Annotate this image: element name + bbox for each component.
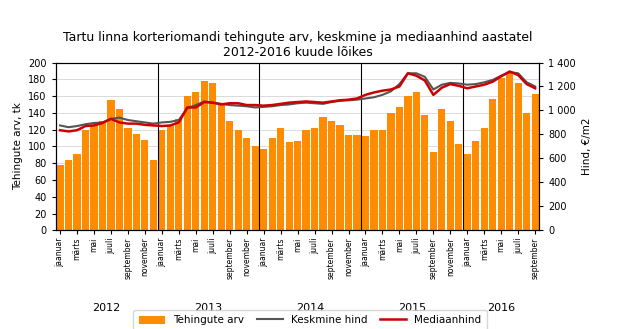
Bar [184, 96, 191, 230]
Mediaanhind [268, 103, 276, 107]
Bar [337, 125, 343, 230]
Keskmine hind [192, 103, 200, 107]
Keskmine hind [268, 104, 276, 108]
Keskmine hind [388, 89, 395, 93]
Bar [413, 92, 420, 230]
Mediaanhind [506, 69, 513, 73]
Bar [268, 138, 276, 230]
Text: 2016: 2016 [487, 303, 515, 313]
Mediaanhind [388, 88, 395, 91]
Line: Keskmine hind: Keskmine hind [60, 72, 535, 127]
Bar [303, 130, 309, 230]
Keskmine hind [396, 82, 403, 86]
Mediaanhind [192, 106, 200, 110]
Bar [201, 81, 208, 230]
Bar [388, 113, 394, 230]
Mediaanhind [82, 124, 89, 128]
Bar [192, 92, 200, 230]
Bar [226, 121, 233, 230]
Bar [175, 119, 182, 230]
Bar [446, 121, 454, 230]
Bar [396, 107, 403, 230]
Bar [209, 84, 216, 230]
Text: 2015: 2015 [398, 303, 426, 313]
Bar [124, 128, 131, 230]
Line: Mediaanhind: Mediaanhind [60, 71, 535, 131]
Text: 2014: 2014 [296, 303, 324, 313]
Bar [234, 130, 242, 230]
Bar [319, 117, 327, 230]
Bar [531, 93, 539, 230]
Bar [464, 154, 471, 230]
Bar [455, 144, 463, 230]
Bar [260, 149, 267, 230]
Bar [218, 104, 225, 230]
Y-axis label: Tehingute arv, tk: Tehingute arv, tk [13, 102, 23, 190]
Bar [116, 109, 123, 230]
Mediaanhind [91, 123, 98, 127]
Bar [430, 152, 437, 230]
Bar [294, 140, 301, 230]
Bar [404, 96, 412, 230]
Keskmine hind [82, 122, 89, 126]
Bar [379, 130, 386, 230]
Bar [73, 154, 81, 230]
Text: 2012: 2012 [92, 303, 121, 313]
Bar [277, 128, 284, 230]
Bar [438, 109, 445, 230]
Bar [489, 99, 497, 230]
Keskmine hind [506, 70, 513, 74]
Bar [150, 160, 157, 230]
Mediaanhind [56, 128, 64, 132]
Bar [91, 125, 97, 230]
Bar [158, 130, 166, 230]
Bar [345, 136, 352, 230]
Bar [285, 142, 293, 230]
Bar [370, 130, 378, 230]
Mediaanhind [65, 129, 73, 133]
Keskmine hind [91, 121, 98, 125]
Bar [99, 121, 106, 230]
Title: Tartu linna korteriomandi tehingute arv, keskmine ja mediaanhind aastatel
2012-2: Tartu linna korteriomandi tehingute arv,… [63, 31, 533, 59]
Bar [65, 160, 72, 230]
Mediaanhind [396, 85, 403, 89]
Bar [498, 78, 505, 230]
Bar [353, 135, 361, 230]
Bar [82, 130, 89, 230]
Mediaanhind [531, 86, 539, 90]
Bar [252, 146, 259, 230]
Bar [107, 100, 115, 230]
Legend: Tehingute arv, Keskmine hind, Mediaanhind: Tehingute arv, Keskmine hind, Mediaanhin… [133, 310, 487, 329]
Bar [421, 114, 428, 230]
Bar [515, 84, 522, 230]
Y-axis label: Hind, €/m2: Hind, €/m2 [582, 118, 591, 175]
Text: 2013: 2013 [195, 303, 223, 313]
Keskmine hind [531, 85, 539, 89]
Bar [472, 141, 479, 230]
Bar [56, 165, 64, 230]
Bar [328, 121, 335, 230]
Bar [243, 138, 250, 230]
Bar [141, 140, 148, 230]
Keskmine hind [56, 123, 64, 127]
Bar [311, 128, 318, 230]
Bar [523, 113, 530, 230]
Bar [506, 73, 513, 230]
Bar [133, 134, 140, 230]
Keskmine hind [65, 125, 73, 129]
Bar [480, 128, 488, 230]
Bar [362, 136, 369, 230]
Bar [167, 125, 174, 230]
